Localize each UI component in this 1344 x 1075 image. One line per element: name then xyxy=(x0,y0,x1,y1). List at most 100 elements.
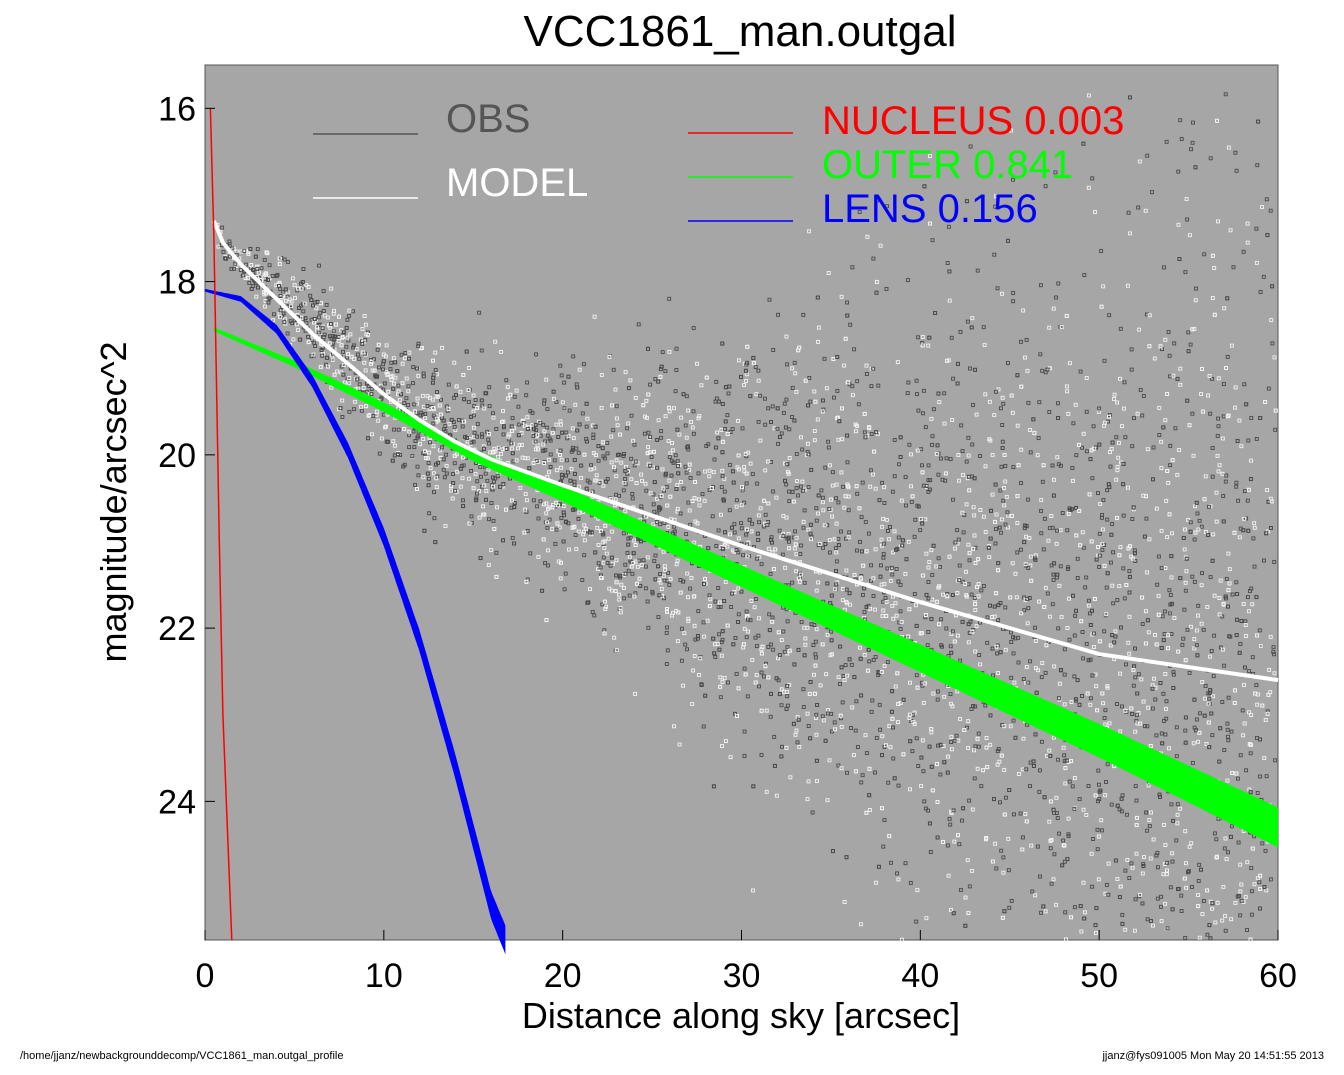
obs-point xyxy=(1066,816,1071,821)
obs-point xyxy=(757,684,761,689)
obs-point xyxy=(304,321,309,326)
obs-point xyxy=(1013,571,1018,576)
obs-point xyxy=(1220,918,1225,923)
obs-point xyxy=(662,596,667,601)
obs-point xyxy=(943,478,948,483)
obs-point xyxy=(723,427,728,431)
obs-point xyxy=(308,293,313,298)
obs-point xyxy=(632,463,637,468)
obs-point xyxy=(840,700,845,705)
obs-point xyxy=(1059,614,1064,619)
obs-point xyxy=(1175,812,1180,817)
obs-point xyxy=(449,488,454,493)
obs-point xyxy=(1191,741,1196,746)
obs-point xyxy=(736,418,741,423)
obs-point xyxy=(644,488,649,493)
obs-point xyxy=(820,409,825,414)
obs-point xyxy=(1127,876,1132,880)
obs-point xyxy=(1215,900,1220,905)
obs-point xyxy=(1079,929,1084,934)
obs-point xyxy=(985,615,990,620)
obs-point xyxy=(518,485,523,490)
obs-point xyxy=(956,537,961,542)
obs-point xyxy=(806,527,811,532)
obs-point xyxy=(1212,831,1217,836)
obs-point xyxy=(428,466,433,471)
obs-point xyxy=(406,384,411,389)
obs-point xyxy=(1104,780,1108,784)
obs-point xyxy=(927,154,932,159)
obs-point xyxy=(400,361,405,366)
obs-point xyxy=(948,692,953,697)
obs-point xyxy=(1216,219,1220,224)
obs-point xyxy=(1165,926,1170,931)
obs-point xyxy=(1002,767,1007,772)
obs-point xyxy=(787,499,792,504)
obs-point xyxy=(1225,727,1230,732)
obs-point xyxy=(763,512,768,517)
obs-point xyxy=(794,728,799,733)
obs-point xyxy=(1009,640,1014,644)
obs-point xyxy=(344,344,349,349)
obs-point xyxy=(1178,382,1183,387)
obs-point xyxy=(664,630,669,635)
obs-point xyxy=(460,498,465,503)
obs-point xyxy=(667,349,672,354)
obs-point xyxy=(701,620,706,625)
obs-point xyxy=(1258,774,1263,779)
obs-point xyxy=(471,409,476,414)
obs-point xyxy=(1122,596,1127,601)
obs-point xyxy=(1121,566,1126,571)
obs-point xyxy=(1070,478,1075,483)
obs-point xyxy=(949,747,954,752)
obs-point xyxy=(320,353,325,358)
obs-point xyxy=(661,574,666,579)
obs-point xyxy=(788,775,793,780)
obs-point xyxy=(691,326,696,331)
obs-point xyxy=(360,327,365,331)
obs-point xyxy=(783,565,788,570)
obs-point xyxy=(662,488,666,493)
obs-point xyxy=(625,550,630,555)
obs-point xyxy=(592,314,597,319)
obs-point xyxy=(451,420,456,425)
obs-point xyxy=(1099,818,1104,823)
obs-point xyxy=(1015,423,1020,428)
obs-point xyxy=(947,298,952,303)
obs-point xyxy=(1154,506,1159,511)
obs-point xyxy=(1084,409,1089,414)
obs-point xyxy=(916,764,921,768)
obs-point xyxy=(649,455,654,459)
obs-point xyxy=(674,346,679,351)
obs-point xyxy=(840,598,845,603)
obs-point xyxy=(1003,605,1008,610)
obs-point xyxy=(1075,576,1080,580)
obs-point xyxy=(622,596,627,601)
obs-point xyxy=(764,661,769,666)
obs-point xyxy=(524,393,529,398)
obs-point xyxy=(535,504,540,509)
obs-point xyxy=(768,714,773,719)
obs-point xyxy=(882,501,887,505)
obs-point xyxy=(1224,576,1229,581)
obs-point xyxy=(926,629,931,634)
obs-point xyxy=(460,424,465,429)
obs-point xyxy=(686,595,691,600)
obs-point xyxy=(1073,698,1078,703)
obs-point xyxy=(1147,824,1152,829)
obs-point xyxy=(1091,837,1096,841)
obs-point xyxy=(1018,811,1023,816)
obs-point xyxy=(1164,716,1169,721)
obs-point xyxy=(897,620,902,625)
obs-point xyxy=(966,640,971,645)
obs-point xyxy=(1072,674,1077,679)
obs-point xyxy=(1170,859,1175,864)
obs-point xyxy=(475,479,480,484)
obs-point xyxy=(794,569,799,574)
obs-point xyxy=(776,441,781,446)
obs-point xyxy=(1140,871,1145,876)
obs-point xyxy=(1067,361,1072,366)
obs-point xyxy=(1069,700,1074,704)
obs-point xyxy=(714,379,719,384)
obs-point xyxy=(259,266,264,271)
